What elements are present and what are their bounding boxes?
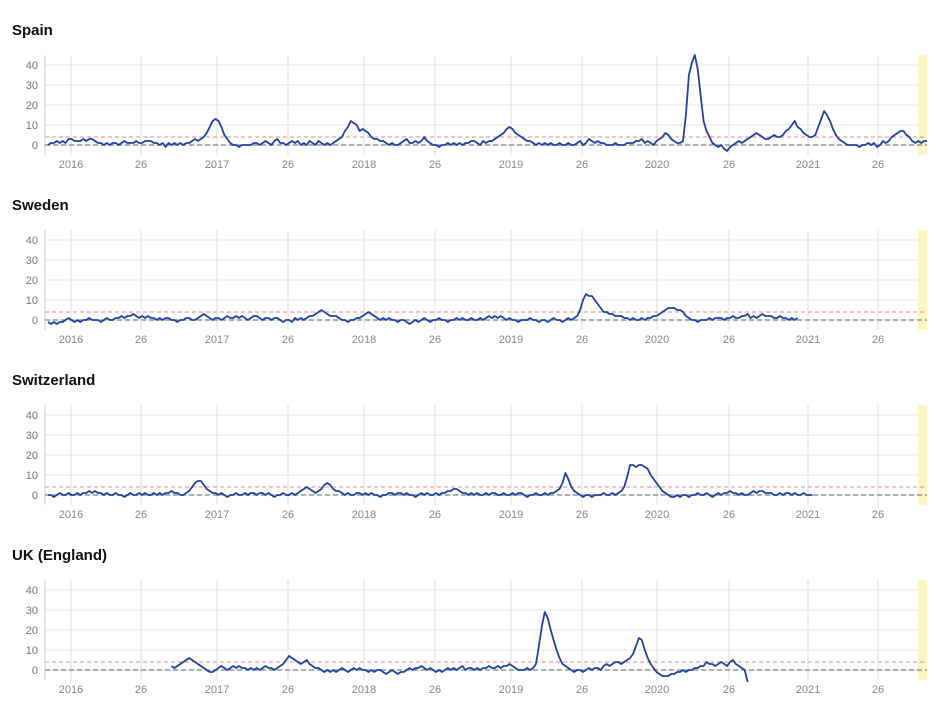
chart-switzerland: 0 10 20 30 40 2016 26 2017 26 2018 26 2019 26 2020 26 2… bbox=[26, 405, 927, 521]
y-tick-label: 40 bbox=[26, 585, 38, 597]
series-line bbox=[170, 611, 749, 683]
x-tick-label: 2016 bbox=[59, 509, 83, 521]
y-tick-label: 40 bbox=[26, 410, 38, 422]
panel-spain: Spain 0 10 20 30 40 2016 26 2017 26 2018 26 2019 26 2… bbox=[0, 0, 941, 175]
y-tick-label: 0 bbox=[32, 315, 38, 327]
x-tick-label: 26 bbox=[723, 684, 735, 696]
x-tick-label: 26 bbox=[872, 159, 884, 171]
panel-sweden: Sweden 0 10 20 30 40 2016 26 2017 26 2018 26 2019 26… bbox=[0, 175, 941, 350]
chart-title-switzerland: Switzerland bbox=[12, 372, 96, 389]
x-tick-label: 2016 bbox=[59, 684, 83, 696]
x-tick-label: 2016 bbox=[59, 334, 83, 346]
x-tick-label: 26 bbox=[872, 684, 884, 696]
x-tick-label: 26 bbox=[429, 509, 441, 521]
x-tick-label: 26 bbox=[872, 509, 884, 521]
y-tick-label: 30 bbox=[26, 430, 38, 442]
x-tick-label: 26 bbox=[576, 159, 588, 171]
x-tick-label: 2020 bbox=[645, 334, 669, 346]
y-tick-label: 0 bbox=[32, 140, 38, 152]
x-tick-label: 2019 bbox=[499, 509, 523, 521]
x-tick-label: 26 bbox=[576, 334, 588, 346]
x-tick-label: 2017 bbox=[205, 684, 229, 696]
current-period-band bbox=[918, 580, 927, 680]
x-tick-label: 26 bbox=[282, 159, 294, 171]
y-tick-label: 20 bbox=[26, 275, 38, 287]
x-tick-label: 26 bbox=[723, 159, 735, 171]
x-tick-label: 2018 bbox=[352, 159, 376, 171]
x-tick-label: 2016 bbox=[59, 159, 83, 171]
x-tick-label: 26 bbox=[429, 684, 441, 696]
y-tick-label: 0 bbox=[32, 665, 38, 677]
chart-spain: 0 10 20 30 40 2016 26 2017 26 2018 26 2019 26 2020 26 2… bbox=[26, 54, 927, 171]
y-tick-label: 20 bbox=[26, 450, 38, 462]
x-tick-label: 26 bbox=[282, 334, 294, 346]
y-tick-label: 10 bbox=[26, 470, 38, 482]
y-tick-label: 0 bbox=[32, 490, 38, 502]
chart-title-sweden: Sweden bbox=[12, 197, 69, 214]
x-tick-label: 2019 bbox=[499, 159, 523, 171]
x-tick-label: 26 bbox=[282, 684, 294, 696]
y-tick-label: 40 bbox=[26, 235, 38, 247]
x-tick-label: 26 bbox=[723, 509, 735, 521]
x-tick-label: 2020 bbox=[645, 509, 669, 521]
x-tick-label: 2021 bbox=[796, 684, 820, 696]
x-tick-label: 26 bbox=[282, 509, 294, 521]
series-line bbox=[47, 54, 927, 152]
x-tick-label: 2019 bbox=[499, 684, 523, 696]
x-tick-label: 26 bbox=[723, 334, 735, 346]
x-tick-label: 2021 bbox=[796, 159, 820, 171]
x-tick-label: 26 bbox=[135, 159, 147, 171]
y-tick-label: 30 bbox=[26, 80, 38, 92]
y-tick-label: 10 bbox=[26, 295, 38, 307]
x-tick-label: 2017 bbox=[205, 509, 229, 521]
current-period-band bbox=[918, 405, 927, 505]
y-tick-label: 20 bbox=[26, 100, 38, 112]
x-tick-label: 2018 bbox=[352, 334, 376, 346]
chart-uk-england: 0 10 20 30 40 2016 26 2017 26 2018 26 2019 26 2020 26 2… bbox=[26, 580, 927, 696]
y-tick-label: 30 bbox=[26, 605, 38, 617]
x-tick-label: 2020 bbox=[645, 684, 669, 696]
y-tick-label: 40 bbox=[26, 60, 38, 72]
x-tick-label: 26 bbox=[135, 334, 147, 346]
x-tick-label: 26 bbox=[135, 684, 147, 696]
current-period-band bbox=[918, 230, 927, 330]
x-tick-label: 2017 bbox=[205, 159, 229, 171]
y-tick-label: 10 bbox=[26, 120, 38, 132]
x-tick-label: 2020 bbox=[645, 159, 669, 171]
x-tick-label: 2021 bbox=[796, 509, 820, 521]
x-tick-label: 2018 bbox=[352, 509, 376, 521]
chart-title-uk-england: UK (England) bbox=[12, 547, 107, 564]
x-tick-label: 2021 bbox=[796, 334, 820, 346]
y-tick-label: 10 bbox=[26, 645, 38, 657]
x-tick-label: 2019 bbox=[499, 334, 523, 346]
x-tick-label: 2017 bbox=[205, 334, 229, 346]
series-line bbox=[48, 464, 813, 498]
x-tick-label: 26 bbox=[576, 684, 588, 696]
current-period-band bbox=[918, 55, 927, 155]
x-tick-label: 26 bbox=[872, 334, 884, 346]
y-tick-label: 20 bbox=[26, 625, 38, 637]
x-tick-label: 26 bbox=[429, 334, 441, 346]
chart-sweden: 0 10 20 30 40 2016 26 2017 26 2018 26 2019 26 2020 26 2… bbox=[26, 230, 927, 346]
panel-uk-england: UK (England) 0 10 20 30 40 2016 26 2017 26 2018 26… bbox=[0, 525, 941, 700]
x-tick-label: 26 bbox=[576, 509, 588, 521]
x-tick-label: 2018 bbox=[352, 684, 376, 696]
chart-title-spain: Spain bbox=[12, 22, 53, 39]
panel-switzerland: Switzerland 0 10 20 30 40 2016 26 2017 26 2018 26 2… bbox=[0, 350, 941, 525]
series-line bbox=[47, 293, 799, 325]
y-tick-label: 30 bbox=[26, 255, 38, 267]
x-tick-label: 26 bbox=[429, 159, 441, 171]
x-tick-label: 26 bbox=[135, 509, 147, 521]
